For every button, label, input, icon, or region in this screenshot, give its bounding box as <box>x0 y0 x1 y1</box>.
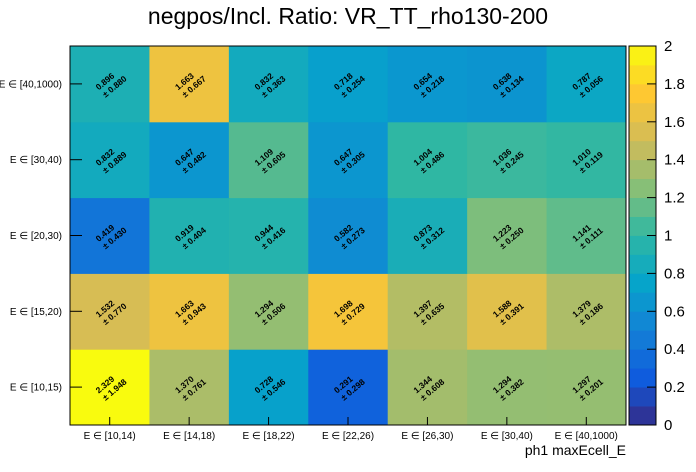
heatmap-cell <box>387 273 468 350</box>
color-scale-band <box>629 46 656 66</box>
y-tick-label: E ∈ [30,40) <box>10 155 62 166</box>
heatmap-cell <box>149 197 230 274</box>
heatmap-cell <box>308 121 389 199</box>
color-scale-tick-label: 1.4 <box>664 152 685 169</box>
color-scale-band <box>629 387 656 407</box>
heatmap-cell <box>387 197 468 274</box>
color-scale-band <box>629 330 656 350</box>
x-tick-label: E ∈ [40,1000) <box>555 431 618 442</box>
heatmap-cell <box>228 273 309 350</box>
heatmap-cell <box>228 349 309 426</box>
x-axis: E ∈ [10,14) E ∈ [14,18) E ∈ [18,22) E ∈ [22… <box>84 417 618 442</box>
y-tick-label: E ∈ [10,15) <box>10 383 62 394</box>
color-scale-band <box>629 349 656 369</box>
color-scale-band <box>629 178 656 198</box>
heatmap-cell <box>308 197 389 274</box>
heatmap-cell <box>387 121 468 199</box>
heatmap-cell <box>546 46 627 123</box>
color-scale-band <box>629 235 656 255</box>
color-scale-band <box>629 197 656 217</box>
color-scale-tick-label: 1.8 <box>664 76 685 93</box>
chart-title: negpos/Incl. Ratio: VR_TT_rho130-200 <box>148 3 548 29</box>
x-tick-label: E ∈ [18,22) <box>243 431 295 442</box>
color-scale-band <box>629 292 656 312</box>
color-scale-tick-label: 2 <box>664 38 672 55</box>
heatmap-cell <box>467 273 548 350</box>
x-tick-label: E ∈ [14,18) <box>163 431 215 442</box>
color-scale-band <box>629 64 656 85</box>
y-tick-label: E ∈ [40,1000) <box>0 79 62 90</box>
heatmap-cell <box>387 46 468 123</box>
color-scale-band <box>629 140 656 161</box>
heatmap-cell <box>70 46 150 123</box>
color-scale-tick-label: 0.6 <box>664 303 685 320</box>
heatmap-cell <box>70 197 150 274</box>
heatmap-cell <box>308 46 389 123</box>
heatmap-cell <box>149 273 230 350</box>
color-scale-band <box>629 311 656 331</box>
heatmap-cell <box>467 46 548 123</box>
x-tick-label: E ∈ [30,40) <box>481 431 533 442</box>
heatmap-cells: 2.329± 1.948 1.370± 0.761 0.728± 0.546 0.29… <box>70 46 627 426</box>
heatmap-cell <box>70 349 150 426</box>
color-scale-band <box>629 121 656 142</box>
color-scale-tick-label: 1 <box>664 228 672 245</box>
x-tick-label: E ∈ [22,26) <box>322 431 374 442</box>
heatmap-cell <box>546 197 627 274</box>
heatmap-cell <box>546 349 627 426</box>
heatmap-cell <box>70 273 150 350</box>
heatmap-cell <box>308 349 389 426</box>
x-tick-label: E ∈ [26,30) <box>401 431 453 442</box>
heatmap-cell <box>467 349 548 426</box>
heatmap-cell <box>228 197 309 274</box>
color-scale-tick-label: 1.6 <box>664 114 685 131</box>
color-scale-tick-label: 0.2 <box>664 379 685 396</box>
x-tick-label: E ∈ [10,14) <box>84 431 136 442</box>
color-scale-tick-label: 0 <box>664 417 672 434</box>
color-scale-band <box>629 368 656 388</box>
x-axis-label: ph1 maxEcell_E <box>525 442 626 458</box>
y-tick-label: E ∈ [15,20) <box>10 307 62 318</box>
heatmap-cell <box>467 121 548 199</box>
heatmap-cell <box>387 349 468 426</box>
color-scale-band <box>629 159 656 180</box>
color-scale-band <box>629 83 656 104</box>
heatmap-cell <box>546 273 627 350</box>
color-scale-band <box>629 254 656 274</box>
color-scale-bar: 0 0.2 0.4 0.6 0.8 1 1.2 1.4 1.6 1.8 2 <box>628 38 685 434</box>
color-scale-band <box>629 102 656 123</box>
heatmap-cell <box>228 46 309 123</box>
heatmap-cell <box>546 121 627 199</box>
heatmap-cell <box>149 46 230 123</box>
color-scale-tick-label: 0.8 <box>664 265 685 282</box>
color-scale-tick-label: 1.2 <box>664 190 685 207</box>
color-scale-band <box>629 406 656 426</box>
heatmap-cell <box>228 121 309 199</box>
heatmap-cell <box>149 121 230 199</box>
color-scale-band <box>629 273 656 293</box>
heatmap-cell <box>149 349 230 426</box>
heatmap-cell <box>308 273 389 350</box>
y-axis: E ∈ [10,15) E ∈ [15,20) E ∈ [20,30) E ∈ [30… <box>0 79 82 394</box>
y-tick-label: E ∈ [20,30) <box>10 231 62 242</box>
heatmap-cell <box>467 197 548 274</box>
color-scale-tick-label: 0.4 <box>664 341 685 358</box>
color-scale-band <box>629 216 656 236</box>
heatmap-cell <box>70 121 150 199</box>
